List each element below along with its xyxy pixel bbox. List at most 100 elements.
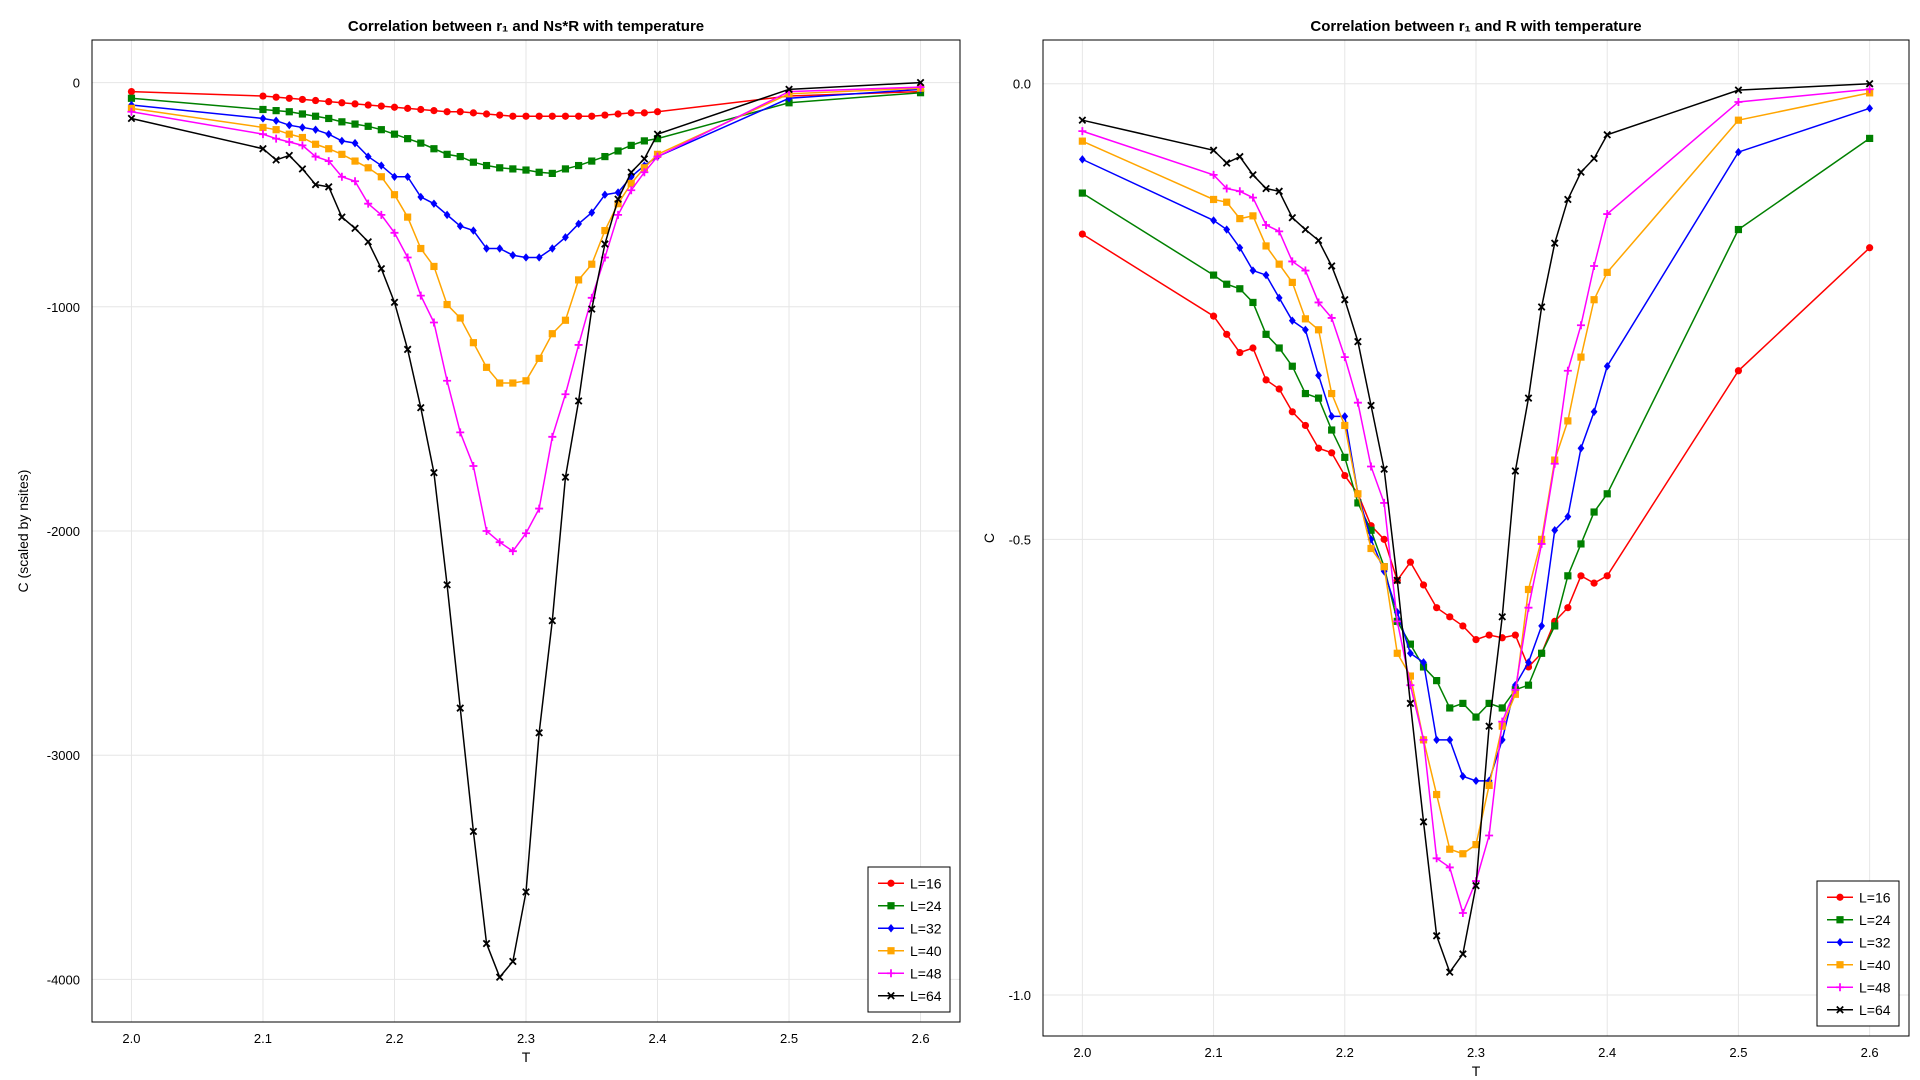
- data-point: [1327, 262, 1336, 270]
- data-point: [469, 461, 478, 470]
- data-point: [535, 504, 544, 513]
- data-point: [1564, 195, 1572, 204]
- data-point: [272, 93, 280, 101]
- data-point: [1223, 225, 1231, 234]
- data-point: [127, 114, 136, 123]
- data-point: [1262, 330, 1270, 338]
- chart-title: Correlation between r₁ and Ns*R with tem…: [348, 18, 704, 35]
- data-point: [272, 156, 280, 164]
- x-tick-label: 2.4: [648, 1031, 666, 1046]
- data-point: [1315, 371, 1322, 380]
- data-point: [1078, 116, 1087, 125]
- data-point: [1288, 257, 1297, 266]
- data-point: [601, 226, 609, 235]
- data-point: [1524, 394, 1533, 402]
- data-point: [495, 973, 504, 981]
- data-point: [1577, 540, 1585, 548]
- data-point: [1275, 344, 1283, 352]
- data-point: [364, 122, 372, 130]
- data-point: [627, 168, 636, 177]
- data-point: [482, 161, 491, 170]
- data-point: [535, 112, 543, 120]
- legend-marker: [1836, 938, 1844, 947]
- data-point: [1354, 499, 1362, 507]
- y-tick-label: -4000: [47, 972, 80, 987]
- data-point: [456, 152, 464, 161]
- data-point: [1563, 366, 1572, 375]
- data-point: [1472, 636, 1480, 644]
- data-point: [258, 130, 267, 139]
- data-point: [1262, 220, 1271, 229]
- y-axis-label: C: [981, 533, 997, 543]
- data-point: [298, 133, 307, 142]
- series-line: [131, 86, 921, 553]
- series-line: [131, 88, 921, 259]
- data-point: [1420, 658, 1427, 667]
- data-point: [1445, 968, 1454, 977]
- data-point: [1472, 841, 1480, 849]
- data-point: [1498, 612, 1507, 621]
- y-tick-label: -3000: [47, 748, 80, 763]
- data-point: [351, 157, 359, 165]
- data-point: [1458, 908, 1467, 917]
- data-point: [640, 164, 648, 172]
- data-point: [1865, 85, 1874, 94]
- data-point: [1603, 268, 1611, 276]
- data-point: [1590, 261, 1599, 270]
- data-point: [1406, 649, 1414, 658]
- data-point: [1236, 285, 1244, 293]
- data-point: [601, 240, 609, 248]
- data-point: [298, 95, 307, 104]
- data-point: [338, 213, 346, 221]
- data-point: [509, 165, 517, 173]
- data-point: [417, 192, 425, 202]
- data-point: [1577, 168, 1585, 176]
- data-point: [443, 108, 451, 116]
- data-point: [1564, 512, 1572, 521]
- data-point: [1314, 394, 1323, 402]
- data-point: [259, 114, 267, 123]
- series-l-64: [1078, 79, 1874, 977]
- data-point: [614, 200, 622, 208]
- data-point: [1419, 818, 1428, 826]
- data-point: [785, 85, 793, 94]
- data-point: [390, 228, 399, 237]
- legend-box: [867, 866, 951, 1013]
- data-point: [1301, 389, 1310, 398]
- data-point: [1236, 215, 1244, 223]
- data-point: [1406, 640, 1414, 648]
- data-point: [1328, 426, 1336, 434]
- legend-item: L=48: [1827, 979, 1891, 995]
- data-point: [588, 157, 596, 165]
- data-point: [1301, 225, 1310, 234]
- data-point: [1472, 776, 1480, 786]
- data-point: [548, 169, 556, 177]
- data-point: [1328, 389, 1336, 398]
- data-point: [1275, 187, 1284, 196]
- data-point: [1223, 198, 1231, 206]
- data-point: [390, 298, 399, 307]
- plot-frame: [1042, 39, 1910, 1037]
- data-point: [1564, 417, 1572, 425]
- data-point: [1445, 863, 1454, 872]
- legend-marker: [1836, 961, 1844, 969]
- data-point: [1550, 239, 1559, 248]
- data-point: [390, 103, 399, 111]
- data-point: [1459, 950, 1467, 958]
- data-point: [561, 165, 570, 173]
- x-tick-label: 2.3: [517, 1031, 535, 1046]
- data-point: [272, 126, 280, 134]
- data-point: [1551, 526, 1559, 535]
- series-line: [131, 91, 921, 175]
- data-point: [298, 141, 307, 150]
- data-point: [575, 276, 583, 284]
- data-point: [259, 123, 267, 132]
- data-point: [548, 432, 557, 441]
- data-point: [1433, 604, 1441, 612]
- data-point: [1734, 225, 1743, 234]
- data-point: [1537, 303, 1546, 311]
- data-point: [311, 140, 320, 148]
- data-point: [364, 101, 372, 109]
- data-point: [1603, 210, 1612, 219]
- data-point: [614, 110, 622, 118]
